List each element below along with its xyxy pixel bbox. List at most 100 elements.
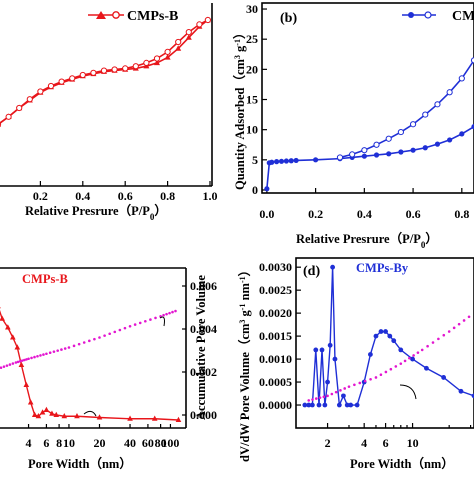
panel-d-accum-dot [363,379,367,383]
panel-b-point [349,151,356,158]
panel-b-point [397,128,404,136]
panel-d-point [458,388,464,394]
panel-c-point [10,334,16,340]
panel-a-point [79,71,86,79]
panel-d-accum-dot [379,373,383,377]
panel-c-accum-dot [154,316,157,320]
panel-b-x-tick-label: 0.0 [259,207,274,221]
panel-a-point [111,66,118,73]
panel-b-x-tick-label: 0.4 [357,207,372,221]
panel-c-accum-dot [133,323,137,326]
panel-d-accum-dot [318,396,322,399]
panel-d-accum-dot [311,398,314,401]
panel-d-point [332,356,338,362]
panel-d-x-tick-label: 6 [383,436,389,450]
panel-a-point [100,67,108,74]
panel-a-x-label: Relative Presrure（P/P0） [25,203,167,222]
panel-c-point [27,399,34,405]
panel-b-y-tick-label: 5 [252,153,258,167]
panel-d-point [348,402,354,408]
panel-c-accum-dot [30,356,33,360]
panel-d-point [341,393,346,399]
panel-b-series-line [339,59,474,159]
panel-c-accum-dot [82,341,86,344]
panel-a-point [164,48,171,56]
panel-c-point [175,416,182,422]
panel-d-frame [295,257,474,429]
panel-c-right-tick-label: 0.002 [190,365,217,379]
panel-c-point [53,411,60,417]
panel-b-point [361,147,368,154]
panel-c-x-tick-label: 10 [63,436,75,450]
panel-d-accum-dot [408,356,411,360]
panel-c-accum-dot [118,328,122,332]
panel-c-accum-dot [168,311,171,315]
panel-d-point [383,329,388,334]
panel-b-point [434,101,441,108]
panel-c-accum-dot [144,319,147,323]
panel-c-accum-dot [72,344,76,348]
panel-c-accum-dot [11,362,15,365]
panel-a-point [47,82,55,90]
panel-c-x-tick-label: 4 [26,436,32,450]
panel-b-point [459,131,465,137]
panel-c-arrow-right [159,316,165,327]
panel-c-arrow-left [83,410,97,417]
panel-d-accum-dot [467,315,471,319]
panel-c-accum-dot [2,365,6,368]
panel-c-x-tick-label: 100 [161,436,179,450]
panel-a-point [90,69,97,76]
panel-c-point [18,361,25,367]
panel-d-accum-dot [358,381,362,385]
panel-d-point [309,402,315,408]
panel-d-y-tick-label: 0.0005 [259,375,292,389]
panel-c-accum-dot [174,309,177,313]
panel-d-accum-dot [353,383,356,387]
panel-a-point [154,59,160,66]
panel-c-accum-dot [27,357,30,361]
panel-d-y-tick-label: 0.0015 [259,329,292,343]
panel-c-point [23,381,30,387]
panel-c-accum-dot [88,339,91,343]
panel-b-point [410,147,416,153]
panel-d-arrow [399,384,417,400]
panel-c-x-tick-label: 80 [155,436,167,450]
panel-b-series-line [266,125,474,189]
panel-c-accum-dot [16,360,20,364]
panel-c-accum-dot [165,312,168,316]
panel-a-point [153,55,161,62]
panel-d-x-tick-label: 2 [325,436,331,450]
panel-c-point [96,414,103,420]
panel-a-legend-triangle [96,11,106,19]
panel-a-x-tick-label: 0.8 [160,189,175,203]
panel-d-y-tick-label: 0.0000 [259,398,292,412]
panel-d-point [410,356,415,362]
panel-c-accum-dot [60,348,63,351]
panel-d-point [316,402,322,408]
panel-c-accum-dot [20,359,24,362]
panel-b-y-label: Quantity Adsorbed（cm3 g-1） [232,27,247,190]
panel-d-accum-dot [389,367,393,371]
panel-a-x-tick-label: 0.4 [75,189,90,203]
panel-c-accum-dot [14,361,18,364]
panel-d-accum-dot [330,392,334,396]
panel-c-accum-dot [108,332,111,336]
panel-b: 0.0 0.2 0.4 0.6 0.8 0 5 10 15 20 25 30 (b) CMP Quan… [232,2,474,250]
panel-c-accum-dot [98,336,101,339]
panel-b-point [313,157,319,163]
panel-c-accum-dot [23,358,26,362]
panel-c-accum-dot [25,358,28,361]
panel-c-x-tick-label: 20 [93,436,105,450]
panel-b-point [409,121,417,128]
panel-c-accum-dot [39,354,42,357]
panel-a-point [132,63,139,70]
panel-c-x-tick-label: 60 [142,436,154,450]
panel-d-accum-dot [426,344,429,348]
panel-b-frame [261,2,474,194]
panel-c-right-tick-label: 0.004 [190,322,217,336]
panel-d-point [441,375,447,380]
panel-a-point [185,34,192,40]
panel-a: 0.2 0.4 0.6 0.8 1.0 CMPs-B Relative Presrure… [0,3,218,222]
panel-c-right-y-label: Accumulative Pore Volume [194,275,208,420]
panel-d-point [378,329,384,334]
